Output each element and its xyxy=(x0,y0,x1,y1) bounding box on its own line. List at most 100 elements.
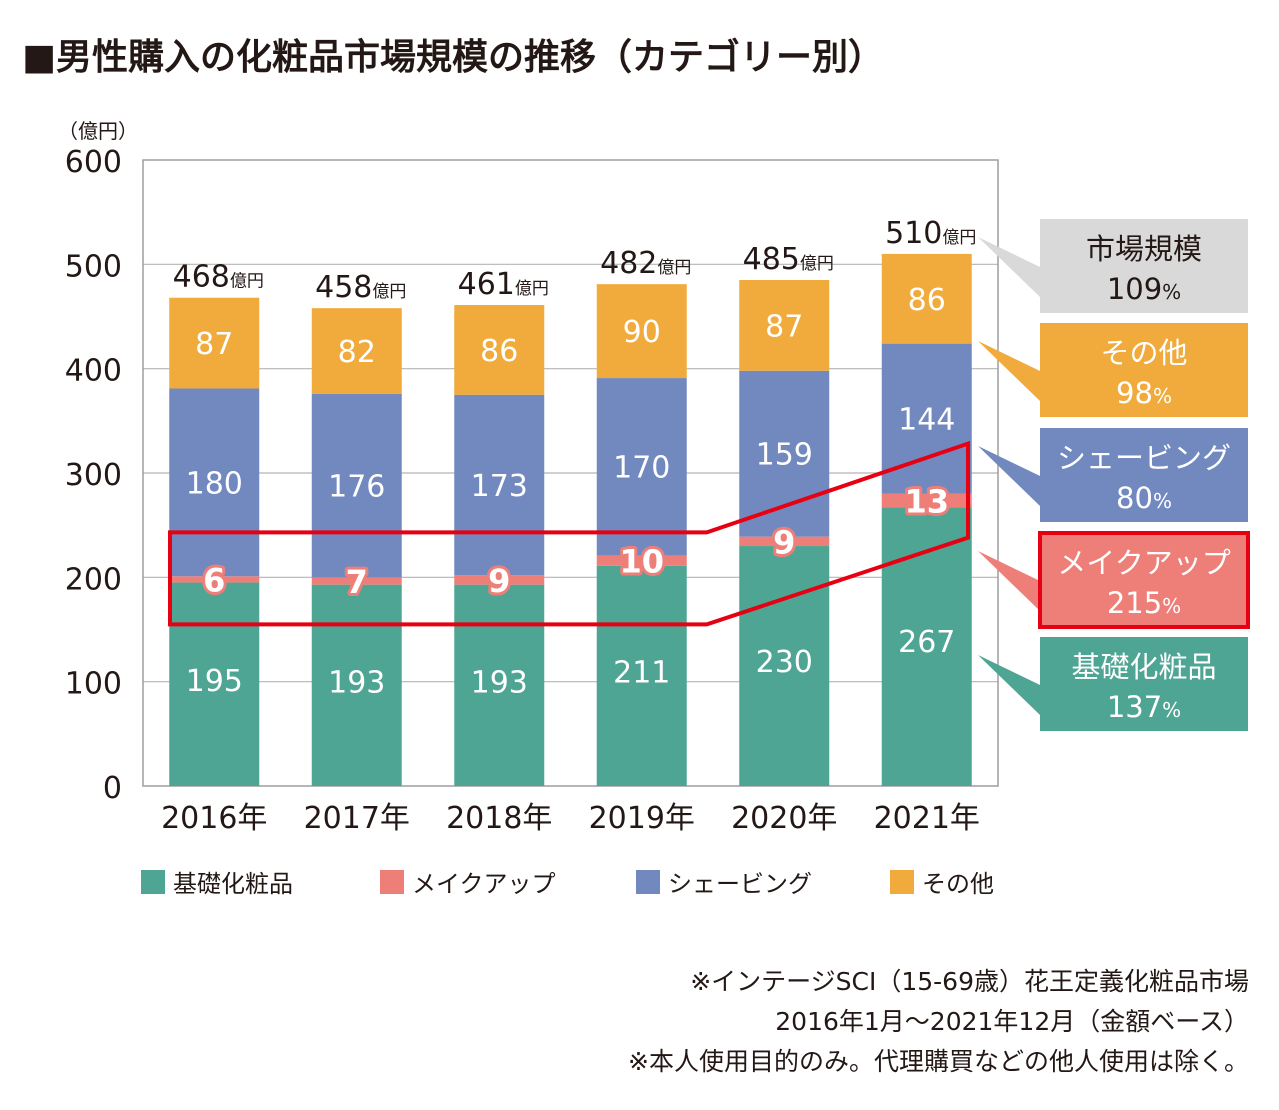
bar-segment xyxy=(311,308,402,394)
total-value: 461 xyxy=(458,267,515,302)
growth-box xyxy=(1038,531,1250,629)
total-unit: 億円 xyxy=(372,282,406,302)
growth-value: 80 xyxy=(1116,481,1153,515)
data-label: 180 xyxy=(186,466,243,501)
data-label: 82 xyxy=(338,335,376,370)
growth-box-value: 137% xyxy=(1107,690,1181,724)
data-label: 9 xyxy=(773,523,795,561)
x-tick-label: 2017年 xyxy=(304,801,410,836)
total-value: 458 xyxy=(315,270,372,305)
y-tick-label: 400 xyxy=(65,354,122,389)
bar-segment xyxy=(596,565,687,786)
growth-value: 137 xyxy=(1107,690,1162,724)
note-line-3: ※本人使用目的のみ。代理購買などの他人使用は除く。 xyxy=(628,1047,1249,1076)
data-label: 267 xyxy=(898,625,955,660)
x-tick-label: 2019年 xyxy=(589,801,695,836)
total-unit: 億円 xyxy=(657,258,691,278)
growth-box-value: 80% xyxy=(1116,481,1172,515)
legend-label: 基礎化粧品 xyxy=(173,870,293,898)
bar-segment xyxy=(739,546,830,786)
growth-box-label: メイクアップ xyxy=(1057,546,1230,580)
growth-box-label: 市場規模 xyxy=(1086,232,1202,266)
total-label: 510億円 xyxy=(885,216,976,251)
growth-box xyxy=(1040,637,1248,731)
x-tick-label: 2016年 xyxy=(161,801,267,836)
growth-unit: % xyxy=(1162,594,1181,618)
data-label: 90 xyxy=(623,315,661,350)
callout-pointer xyxy=(978,237,1040,297)
x-tick-label: 2020年 xyxy=(731,801,837,836)
growth-value: 215 xyxy=(1107,586,1162,620)
data-label: 173 xyxy=(471,469,528,504)
note-line-2: 2016年1月〜2021年12月（金額ベース） xyxy=(775,1007,1249,1036)
total-label: 485億円 xyxy=(743,242,834,277)
bar-segment xyxy=(881,507,972,786)
total-unit: 億円 xyxy=(942,228,976,248)
x-tick-label: 2018年 xyxy=(446,801,552,836)
bar-segment xyxy=(169,576,260,583)
growth-box-value: 215% xyxy=(1107,586,1181,620)
bar-segment xyxy=(739,279,830,371)
growth-box-value: 98% xyxy=(1116,376,1172,410)
data-label: 87 xyxy=(195,327,233,362)
total-label: 461億円 xyxy=(458,267,549,302)
growth-box-label: 基礎化粧品 xyxy=(1071,650,1216,684)
legend-swatch xyxy=(141,870,165,894)
legend-label: メイクアップ xyxy=(412,870,556,898)
total-label: 482億円 xyxy=(600,246,691,281)
bar-segment xyxy=(454,305,545,395)
note-line-1: ※インテージSCI（15-69歳）花王定義化粧品市場 xyxy=(690,967,1249,996)
growth-unit: % xyxy=(1153,384,1172,408)
bar-segment xyxy=(739,536,830,547)
bar-segment xyxy=(311,393,402,578)
callout-pointer xyxy=(978,655,1040,715)
x-tick-label: 2021年 xyxy=(874,801,980,836)
data-label: 193 xyxy=(471,665,528,700)
bar-segment xyxy=(596,378,687,556)
plot-frame xyxy=(142,159,999,787)
total-unit: 億円 xyxy=(800,254,834,274)
bar-segment xyxy=(596,284,687,379)
bar-segment xyxy=(881,253,972,344)
bar-segment xyxy=(169,297,260,389)
growth-box xyxy=(1040,428,1248,522)
y-tick-label: 300 xyxy=(65,458,122,493)
y-tick-label: 0 xyxy=(103,771,122,806)
data-label: 159 xyxy=(756,438,813,473)
data-label: 6 xyxy=(203,561,225,599)
bar-segment xyxy=(311,577,402,585)
bar-segment xyxy=(881,493,972,508)
data-label: 211 xyxy=(613,656,670,691)
bar-segment xyxy=(739,370,830,537)
data-label: 170 xyxy=(613,451,670,486)
growth-box xyxy=(1040,323,1248,417)
total-value: 510 xyxy=(885,216,942,251)
growth-box-label: その他 xyxy=(1100,336,1187,370)
total-label: 468億円 xyxy=(173,260,264,295)
y-unit-label: （億円） xyxy=(58,119,138,143)
total-value: 485 xyxy=(743,242,800,277)
legend-swatch xyxy=(380,870,404,894)
highlight-outline xyxy=(168,440,970,627)
bar-segment xyxy=(169,388,260,577)
chart-title: ■男性購入の化粧品市場規模の推移（カテゴリー別） xyxy=(22,37,885,78)
data-label: 193 xyxy=(328,665,385,700)
growth-box-label: シェービング xyxy=(1057,441,1231,475)
y-tick-label: 600 xyxy=(65,145,122,180)
y-tick-label: 100 xyxy=(65,667,122,702)
growth-box xyxy=(1040,219,1248,313)
source-notes: ※インテージSCI（15-69歳）花王定義化粧品市場 2016年1月〜2021年… xyxy=(628,962,1249,1082)
growth-box-value: 109% xyxy=(1107,272,1181,306)
data-label: 195 xyxy=(186,664,243,699)
bar-segment xyxy=(454,584,545,786)
data-label: 86 xyxy=(908,283,946,318)
total-unit: 億円 xyxy=(230,272,264,292)
legend-swatch xyxy=(636,870,660,894)
data-label: 87 xyxy=(765,309,803,344)
data-label: 230 xyxy=(756,645,813,680)
growth-unit: % xyxy=(1162,280,1181,304)
growth-value: 109 xyxy=(1107,272,1162,306)
data-label: 9 xyxy=(488,562,510,600)
